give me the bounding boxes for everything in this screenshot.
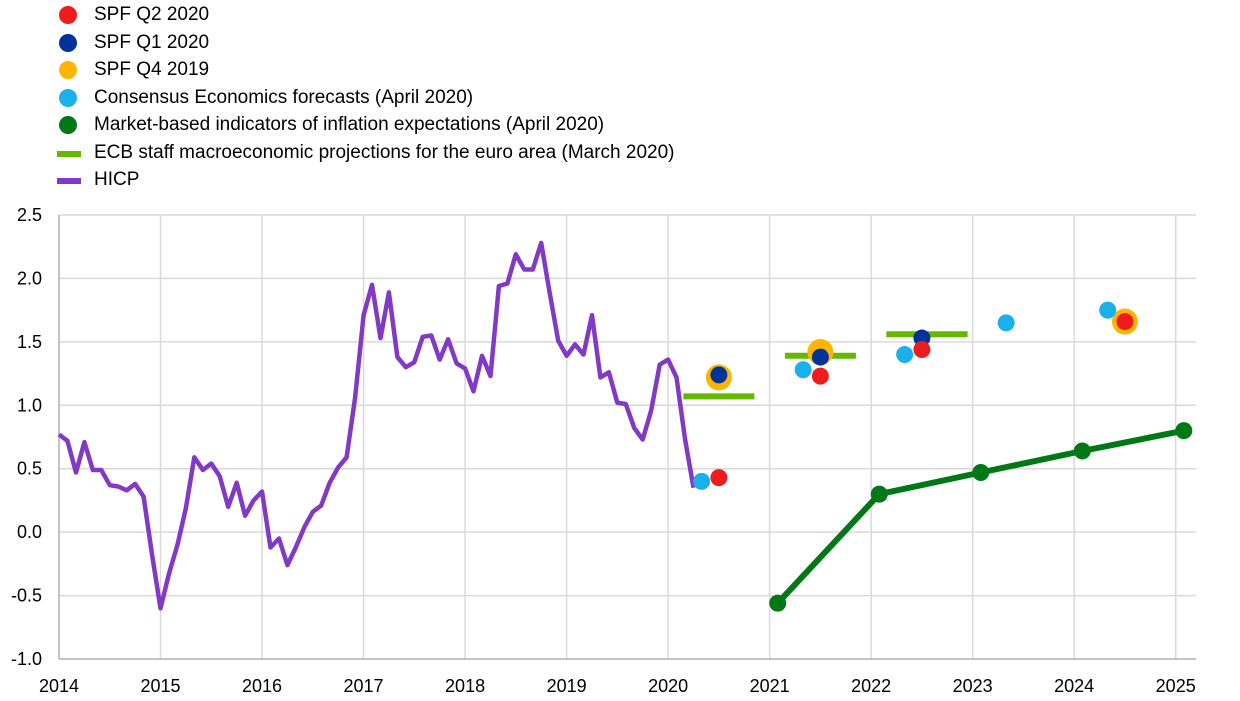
legend-label: Market-based indicators of inflation exp… (94, 114, 605, 135)
legend-marker (59, 116, 77, 134)
legend-item: Consensus Economics forecasts (April 202… (0, 86, 800, 110)
x-tick-label: 2021 (750, 676, 790, 696)
forecast-point (997, 314, 1015, 332)
legend-marker (59, 88, 77, 107)
market-based-point (972, 464, 990, 482)
forecast-point (794, 361, 812, 379)
x-tick-label: 2023 (953, 676, 993, 696)
forecast-point (1099, 301, 1117, 319)
legend-marker (59, 61, 77, 79)
hicp-line (57, 240, 696, 611)
x-tick-label: 2014 (39, 676, 79, 696)
legend-marker (57, 150, 81, 157)
legend-label: ECB staff macroeconomic projections for … (94, 141, 675, 163)
x-tick-label: 2024 (1054, 676, 1094, 696)
y-tick-label: -0.5 (11, 586, 42, 606)
y-tick-label: 2.5 (17, 205, 42, 225)
market-based-line (775, 427, 1185, 606)
y-tick-label: 1.5 (17, 332, 42, 352)
legend-item: SPF Q2 2020 (0, 3, 800, 27)
forecast-point (1116, 313, 1134, 331)
y-tick-label: -1.0 (11, 649, 42, 669)
legend-label: SPF Q1 2020 (94, 31, 210, 53)
y-tick-label: 1.0 (17, 395, 42, 415)
x-tick-label: 2025 (1156, 676, 1196, 696)
forecast-point (811, 348, 829, 366)
y-tick-label: 0.5 (17, 459, 42, 479)
legend-marker (59, 33, 77, 52)
x-tick-label: 2018 (445, 676, 485, 696)
forecast-point (913, 340, 931, 358)
legend-item: SPF Q1 2020 (0, 31, 800, 55)
x-tick-label: 2015 (140, 676, 180, 696)
forecast-point (896, 346, 914, 364)
x-tick-label: 2017 (344, 676, 384, 696)
market-based-point (769, 594, 787, 612)
forecast-point (693, 472, 711, 490)
legend-item: ECB staff macroeconomic projections for … (0, 141, 800, 165)
y-tick-label: 2.0 (17, 268, 42, 288)
x-tick-label: 2019 (547, 676, 587, 696)
legend-marker (57, 178, 81, 184)
forecast-point (710, 469, 728, 487)
y-tick-label: 0.0 (17, 522, 42, 542)
legend-item: Market-based indicators of inflation exp… (0, 113, 800, 137)
market-based-point (870, 485, 888, 503)
forecast-point (710, 366, 728, 384)
x-tick-label: 2022 (851, 676, 891, 696)
legend-label: SPF Q2 2020 (94, 4, 210, 25)
legend-label: Consensus Economics forecasts (April 202… (94, 86, 474, 108)
market-based-point (1175, 422, 1193, 440)
legend-item: HICP (0, 168, 800, 192)
legend-label: HICP (94, 169, 140, 190)
x-tick-label: 2016 (242, 676, 282, 696)
legend-label: SPF Q4 2019 (94, 59, 210, 80)
x-tick-label: 2020 (648, 676, 688, 696)
legend-marker (59, 6, 77, 24)
market-based-point (1073, 442, 1091, 460)
forecast-point (811, 367, 829, 385)
legend-item: SPF Q4 2019 (0, 58, 800, 82)
